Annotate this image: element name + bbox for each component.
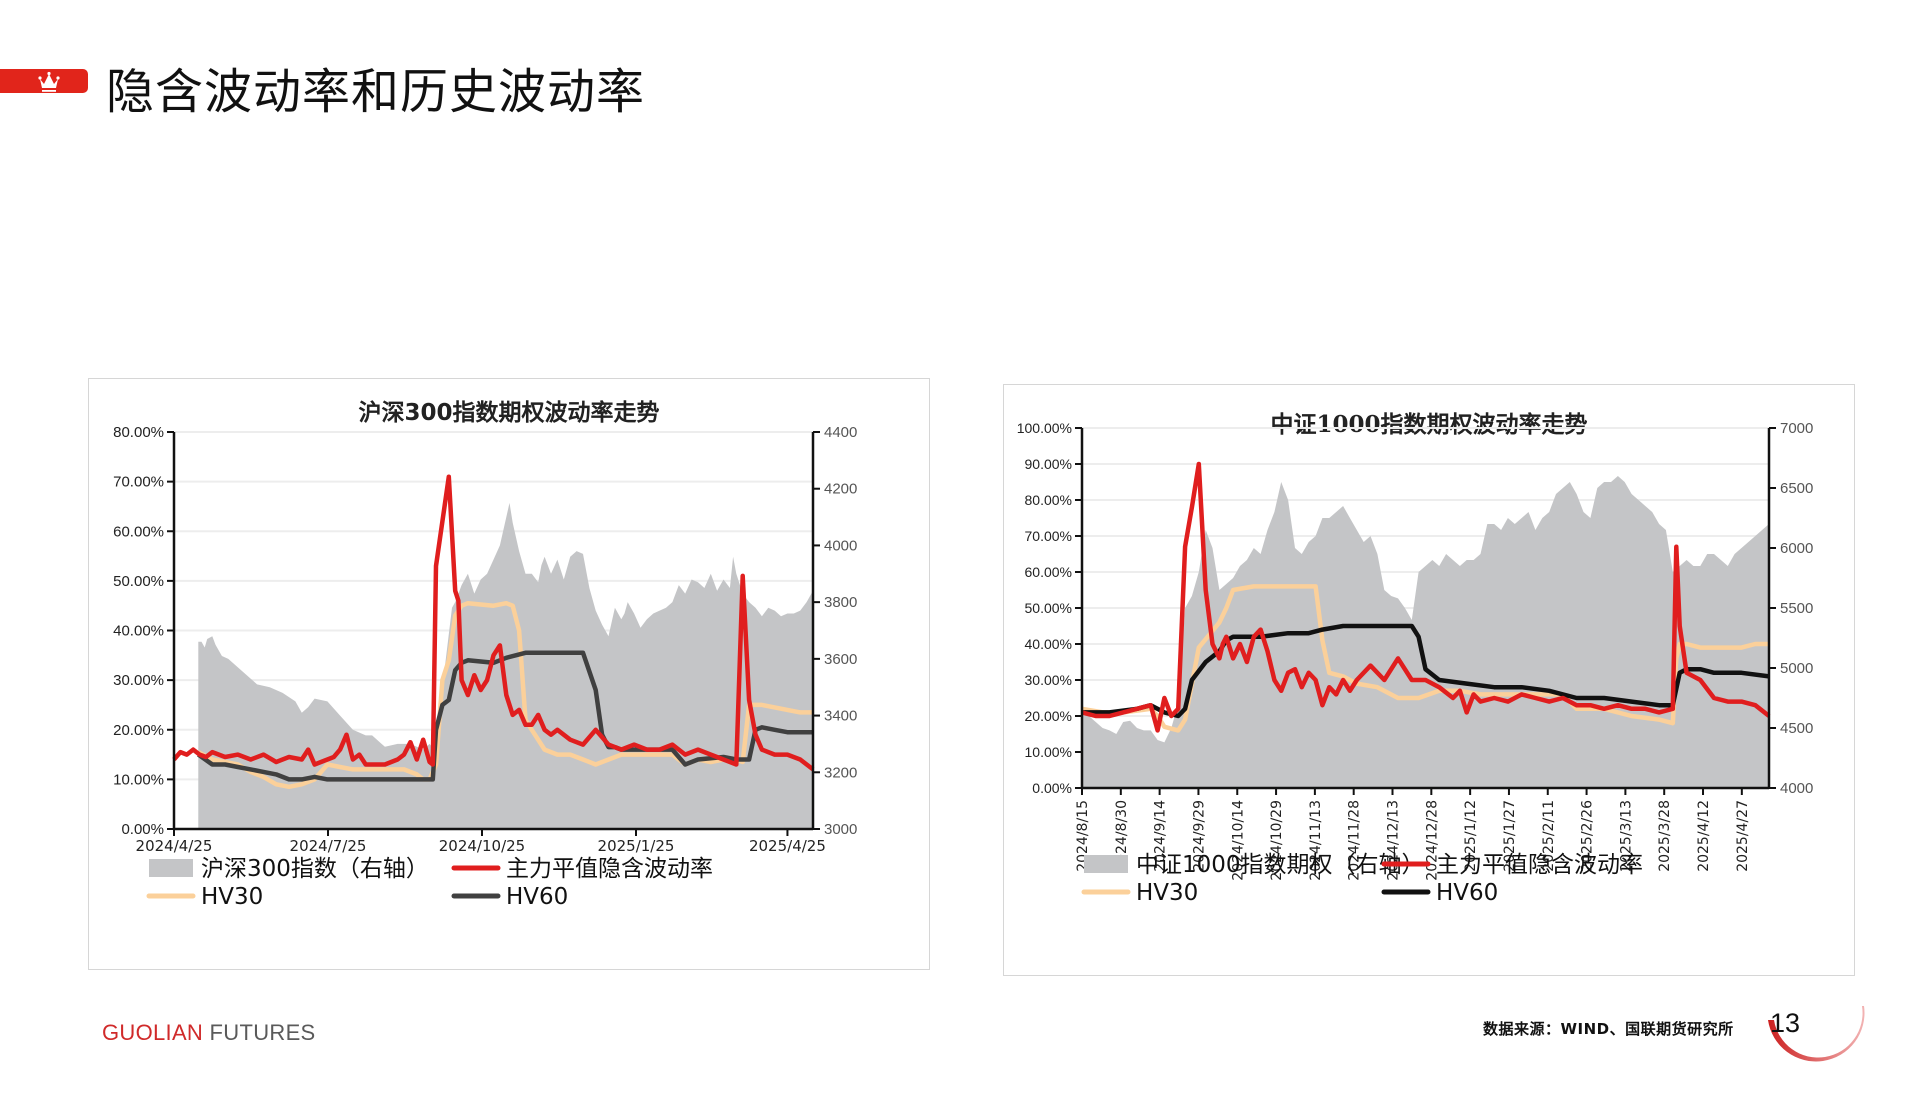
svg-text:2024/12/28: 2024/12/28: [1424, 800, 1440, 881]
svg-text:4200: 4200: [824, 481, 857, 498]
legend-item: 主力平值隐含波动率: [451, 856, 713, 882]
svg-text:2024/9/29: 2024/9/29: [1191, 800, 1207, 872]
svg-text:HV30: HV30: [1136, 880, 1198, 906]
svg-text:50.00%: 50.00%: [1025, 600, 1072, 616]
chart-title: 中证1000指数期权波动率走势: [1270, 411, 1588, 438]
page-number: 13: [1770, 1008, 1801, 1038]
svg-text:0.00%: 0.00%: [121, 821, 164, 838]
svg-text:中证1000指数期权（右轴）: 中证1000指数期权（右轴）: [1136, 852, 1425, 878]
legend-item: 中证1000指数期权（右轴）: [1084, 852, 1425, 878]
svg-text:60.00%: 60.00%: [1025, 564, 1072, 580]
series-hv30: [1081, 584, 1769, 733]
svg-text:3000: 3000: [824, 821, 857, 838]
page-title: 隐含波动率和历史波动率: [106, 64, 646, 120]
svg-text:2024/12/13: 2024/12/13: [1386, 800, 1402, 881]
svg-text:6500: 6500: [1780, 480, 1813, 497]
svg-text:30.00%: 30.00%: [113, 672, 164, 689]
svg-text:2025/1/12: 2025/1/12: [1463, 800, 1479, 872]
legend-item: 主力平值隐含波动率: [1381, 852, 1643, 878]
chart-csi1000-volatility: 中证1000指数期权波动率走势 0.00% 10.00% 20.00% 30.00% 4…: [1003, 384, 1855, 976]
svg-text:90.00%: 90.00%: [1025, 456, 1072, 472]
svg-text:5000: 5000: [1780, 660, 1813, 677]
svg-text:2025/3/13: 2025/3/13: [1618, 800, 1634, 872]
svg-text:2024/7/25: 2024/7/25: [290, 837, 367, 855]
svg-text:50.00%: 50.00%: [113, 573, 164, 590]
svg-text:5500: 5500: [1780, 600, 1813, 617]
series-index-area: [1082, 476, 1769, 788]
svg-text:80.00%: 80.00%: [1025, 492, 1072, 508]
svg-text:70.00%: 70.00%: [1025, 528, 1072, 544]
svg-text:20.00%: 20.00%: [1025, 708, 1072, 724]
svg-text:10.00%: 10.00%: [113, 771, 164, 788]
svg-text:2024/10/14: 2024/10/14: [1230, 800, 1246, 881]
svg-text:2024/11/28: 2024/11/28: [1347, 800, 1363, 881]
svg-text:2024/10/25: 2024/10/25: [439, 837, 525, 855]
svg-text:主力平值隐含波动率: 主力平值隐含波动率: [506, 856, 713, 882]
svg-text:3800: 3800: [824, 594, 857, 611]
svg-text:沪深300指数（右轴）: 沪深300指数（右轴）: [201, 856, 429, 882]
svg-text:2024/8/15: 2024/8/15: [1075, 800, 1091, 872]
series-implied-vol: [172, 474, 815, 772]
svg-text:80.00%: 80.00%: [113, 424, 164, 441]
brand-logo: GUOLIAN FUTURES: [102, 1020, 316, 1046]
chart-csi300-volatility: 沪深300指数期权波动率走势 0.00% 10.00% 20.00% 30.00% 40…: [88, 378, 930, 970]
svg-text:2024/9/14: 2024/9/14: [1153, 800, 1169, 872]
svg-text:2025/1/27: 2025/1/27: [1502, 800, 1518, 872]
svg-text:40.00%: 40.00%: [113, 623, 164, 640]
series-implied-vol: [1081, 461, 1771, 733]
legend-item: HV60: [1381, 880, 1498, 906]
svg-text:2025/4/25: 2025/4/25: [749, 837, 826, 855]
svg-text:2025/1/25: 2025/1/25: [598, 837, 675, 855]
legend-item: HV30: [1081, 880, 1198, 906]
page-arc-decoration: [1768, 1006, 1865, 1062]
legend-item: 沪深300指数（右轴）: [149, 856, 429, 882]
data-source: 数据来源：WIND、国联期货研究所: [1483, 1020, 1734, 1038]
chart-plot: 0.00% 10.00% 20.00% 30.00% 40.00% 50.00% 60.00…: [1017, 420, 1814, 906]
section-banner: [0, 69, 88, 93]
svg-text:4000: 4000: [824, 537, 857, 554]
svg-text:4400: 4400: [824, 424, 857, 441]
svg-text:HV60: HV60: [1436, 880, 1498, 906]
series-hv60: [1082, 623, 1770, 719]
svg-text:2024/11/13: 2024/11/13: [1308, 800, 1324, 881]
svg-text:4000: 4000: [1780, 780, 1813, 797]
svg-text:3200: 3200: [824, 764, 857, 781]
chart-title: 沪深300指数期权波动率走势: [358, 400, 660, 426]
svg-text:7000: 7000: [1780, 420, 1813, 437]
svg-text:60.00%: 60.00%: [113, 523, 164, 540]
legend-item: HV30: [146, 884, 263, 910]
svg-text:2024/8/30: 2024/8/30: [1114, 800, 1130, 872]
svg-text:2025/4/27: 2025/4/27: [1735, 800, 1751, 872]
svg-text:70.00%: 70.00%: [113, 474, 164, 491]
brand-red: GUOLIAN: [102, 1020, 204, 1045]
svg-text:HV60: HV60: [506, 884, 568, 910]
svg-text:2024/10/29: 2024/10/29: [1269, 800, 1285, 881]
svg-text:2025/2/26: 2025/2/26: [1580, 800, 1596, 872]
svg-text:3400: 3400: [824, 708, 857, 725]
svg-text:2025/2/11: 2025/2/11: [1541, 800, 1557, 872]
svg-text:40.00%: 40.00%: [1025, 636, 1072, 652]
chart-plot: 0.00% 10.00% 20.00% 30.00% 40.00% 50.00% 60.00…: [113, 424, 857, 910]
svg-text:3600: 3600: [824, 651, 857, 668]
svg-text:6000: 6000: [1780, 540, 1813, 557]
svg-text:HV30: HV30: [201, 884, 263, 910]
svg-text:2025/4/12: 2025/4/12: [1696, 800, 1712, 872]
svg-text:4500: 4500: [1780, 720, 1813, 737]
brand-gray: FUTURES: [203, 1020, 316, 1045]
svg-text:10.00%: 10.00%: [1025, 744, 1072, 760]
svg-text:0.00%: 0.00%: [1032, 780, 1072, 796]
series-hv60: [197, 650, 813, 782]
crown-icon: [38, 71, 60, 92]
legend-item: HV60: [451, 884, 568, 910]
svg-text:2024/4/25: 2024/4/25: [136, 837, 213, 855]
svg-text:20.00%: 20.00%: [113, 722, 164, 739]
svg-text:主力平值隐含波动率: 主力平值隐含波动率: [1436, 852, 1643, 878]
svg-text:2025/3/28: 2025/3/28: [1657, 800, 1673, 872]
series-hv30: [197, 600, 813, 790]
svg-text:30.00%: 30.00%: [1025, 672, 1072, 688]
svg-text:100.00%: 100.00%: [1017, 420, 1072, 436]
